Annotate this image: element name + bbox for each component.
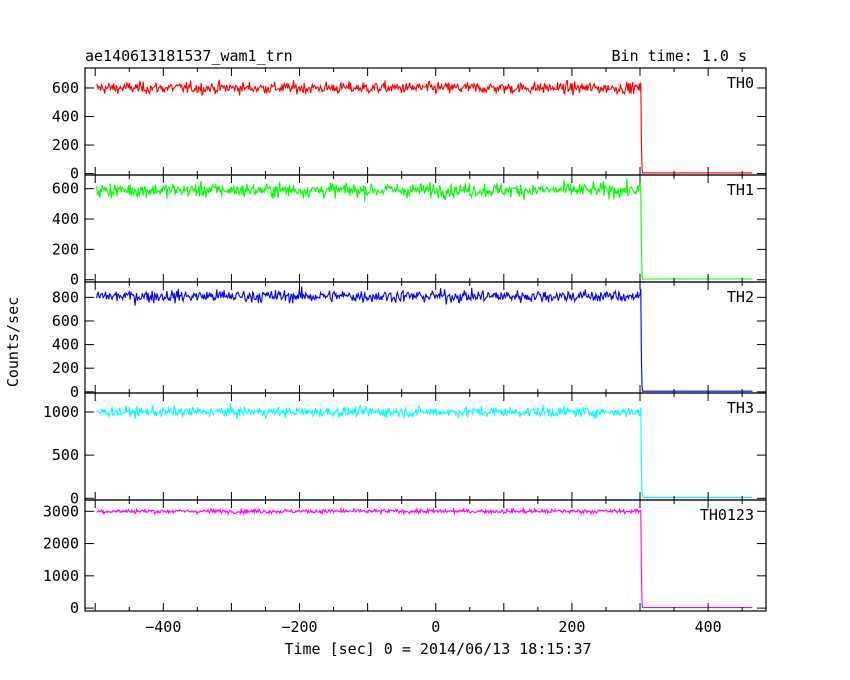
y-tick-label: 0 (70, 165, 79, 183)
bin-time-label: Bin time: 1.0 s (612, 47, 747, 65)
panel-frame-th0123 (84, 499, 767, 612)
panel-group: 0 200 400 600 TH0 0 200 400 600 TH1 0 200 400 600 800 T… (43, 67, 767, 636)
series-line-th3 (96, 403, 753, 498)
y-tick-label: 0 (70, 271, 79, 289)
y-tick-label: 200 (52, 240, 79, 258)
y-tick-label: 200 (52, 136, 79, 154)
panel-label-th2: TH2 (727, 288, 754, 306)
y-tick-label: 0 (70, 489, 79, 507)
series-line-th0123 (96, 506, 753, 609)
panel-label-th1: TH1 (727, 181, 754, 199)
y-tick-label: 400 (52, 210, 79, 228)
x-axis-label: Time [sec] 0 = 2014/06/13 18:15:37 (284, 640, 591, 658)
y-tick-label: 1000 (43, 403, 79, 421)
y-tick-label: 0 (70, 383, 79, 401)
y-tick-label: 0 (70, 599, 79, 617)
y-tick-label: 400 (52, 336, 79, 354)
series-line-th1 (96, 178, 753, 280)
panel-frame-th3 (84, 392, 767, 501)
y-tick-label: 600 (52, 180, 79, 198)
y-tick-label: 200 (52, 359, 79, 377)
y-axis-label: Counts/sec (4, 297, 22, 387)
series-line-th2 (96, 286, 753, 392)
x-tick-label: 0 (431, 618, 440, 636)
y-tick-label: 2000 (43, 535, 79, 553)
y-tick-label: 800 (52, 288, 79, 306)
series-line-th0 (96, 79, 753, 174)
chart-title: ae140613181537_wam1_trn (85, 47, 293, 65)
x-tick-label: 400 (695, 618, 722, 636)
y-tick-label: 3000 (43, 502, 79, 520)
panel-label-th0: TH0 (727, 74, 754, 92)
x-tick-label: −400 (145, 618, 181, 636)
y-tick-label: 600 (52, 312, 79, 330)
y-tick-label: 1000 (43, 567, 79, 585)
y-tick-label: 500 (52, 446, 79, 464)
panel-label-th3: TH3 (727, 399, 754, 417)
y-tick-label: 600 (52, 79, 79, 97)
x-tick-label: −200 (281, 618, 317, 636)
x-tick-label: 200 (558, 618, 585, 636)
y-tick-label: 400 (52, 108, 79, 126)
panel-label-th0123: TH0123 (700, 506, 754, 524)
